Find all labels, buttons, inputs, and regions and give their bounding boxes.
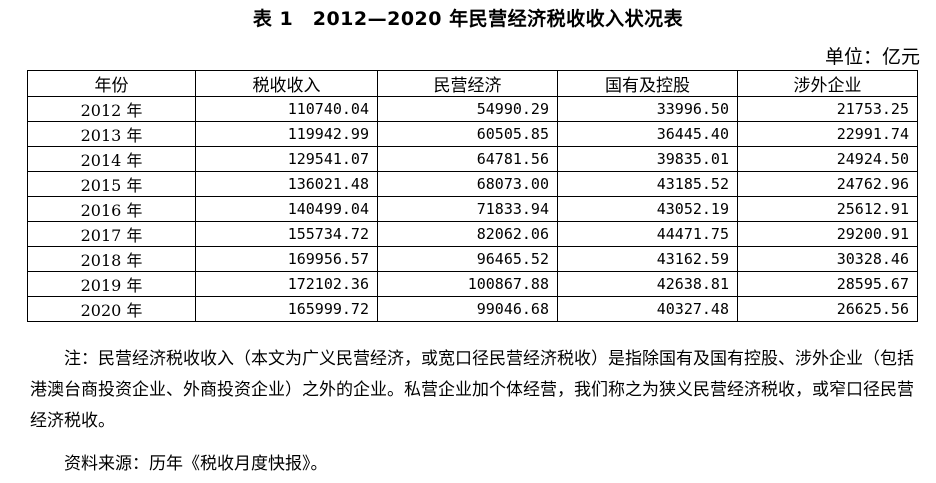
data-source: 资料来源：历年《税收月度快报》。 xyxy=(64,454,328,474)
table-note: 注：民营经济税收收入（本文为广义民营经济，或宽口径民营经济税收）是指除国有及国有… xyxy=(30,349,914,431)
header-total-tax: 税收收入 xyxy=(195,70,378,97)
table-row: 2013 年 119942.99 60505.85 36445.40 22991.74 xyxy=(27,121,918,147)
table-row: 2020 年 165999.72 99046.68 40327.48 26625.56 xyxy=(27,296,918,322)
state-owned-cell: 43162.59 xyxy=(557,246,738,272)
year-cell: 2016 年 xyxy=(27,196,196,222)
total-tax-cell: 169956.57 xyxy=(195,246,378,272)
foreign-enterprises-cell: 28595.67 xyxy=(737,271,918,297)
foreign-enterprises-cell: 30328.46 xyxy=(737,246,918,272)
private-economy-cell: 68073.00 xyxy=(377,171,558,197)
table-row: 2016 年 140499.04 71833.94 43052.19 25612.91 xyxy=(27,196,918,222)
foreign-enterprises-cell: 22991.74 xyxy=(737,121,918,147)
total-tax-cell: 136021.48 xyxy=(195,171,378,197)
year-cell: 2015 年 xyxy=(27,171,196,197)
state-owned-cell: 36445.40 xyxy=(557,121,738,147)
total-tax-cell: 155734.72 xyxy=(195,221,378,247)
table-title: 表 1 2012—2020 年民营经济税收收入状况表 xyxy=(252,8,684,30)
foreign-enterprises-cell: 24762.96 xyxy=(737,171,918,197)
year-cell: 2020 年 xyxy=(27,296,196,322)
table-row: 2014 年 129541.07 64781.56 39835.01 24924.50 xyxy=(27,146,918,172)
private-economy-cell: 100867.88 xyxy=(377,271,558,297)
tax-revenue-table: 年份 税收收入 民营经济 国有及控股 涉外企业 2012 年 110740.04 5… xyxy=(27,70,918,322)
total-tax-cell: 110740.04 xyxy=(195,96,378,122)
year-cell: 2018 年 xyxy=(27,246,196,272)
year-cell: 2019 年 xyxy=(27,271,196,297)
total-tax-cell: 140499.04 xyxy=(195,196,378,222)
state-owned-cell: 43185.52 xyxy=(557,171,738,197)
year-cell: 2013 年 xyxy=(27,121,196,147)
unit-label: 单位：亿元 xyxy=(824,46,920,68)
private-economy-cell: 99046.68 xyxy=(377,296,558,322)
foreign-enterprises-cell: 26625.56 xyxy=(737,296,918,322)
private-economy-cell: 96465.52 xyxy=(377,246,558,272)
private-economy-cell: 54990.29 xyxy=(377,96,558,122)
state-owned-cell: 42638.81 xyxy=(557,271,738,297)
total-tax-cell: 119942.99 xyxy=(195,121,378,147)
header-private-economy: 民营经济 xyxy=(377,70,558,97)
total-tax-cell: 129541.07 xyxy=(195,146,378,172)
table-row: 2017 年 155734.72 82062.06 44471.75 29200.91 xyxy=(27,221,918,247)
year-cell: 2012 年 xyxy=(27,96,196,122)
total-tax-cell: 165999.72 xyxy=(195,296,378,322)
state-owned-cell: 43052.19 xyxy=(557,196,738,222)
private-economy-cell: 82062.06 xyxy=(377,221,558,247)
year-cell: 2014 年 xyxy=(27,146,196,172)
private-economy-cell: 64781.56 xyxy=(377,146,558,172)
state-owned-cell: 33996.50 xyxy=(557,96,738,122)
header-state-owned: 国有及控股 xyxy=(557,70,738,97)
foreign-enterprises-cell: 25612.91 xyxy=(737,196,918,222)
table-row: 2015 年 136021.48 68073.00 43185.52 24762.96 xyxy=(27,171,918,197)
foreign-enterprises-cell: 24924.50 xyxy=(737,146,918,172)
table-row: 2012 年 110740.04 54990.29 33996.50 21753.25 xyxy=(27,96,918,122)
total-tax-cell: 172102.36 xyxy=(195,271,378,297)
table-header-row: 年份 税收收入 民营经济 国有及控股 涉外企业 xyxy=(27,70,918,97)
private-economy-cell: 71833.94 xyxy=(377,196,558,222)
header-year: 年份 xyxy=(27,70,196,97)
foreign-enterprises-cell: 21753.25 xyxy=(737,96,918,122)
foreign-enterprises-cell: 29200.91 xyxy=(737,221,918,247)
year-cell: 2017 年 xyxy=(27,221,196,247)
header-foreign-enterprises: 涉外企业 xyxy=(737,70,918,97)
state-owned-cell: 40327.48 xyxy=(557,296,738,322)
table-row: 2018 年 169956.57 96465.52 43162.59 30328.46 xyxy=(27,246,918,272)
table-row: 2019 年 172102.36 100867.88 42638.81 28595.67 xyxy=(27,271,918,297)
private-economy-cell: 60505.85 xyxy=(377,121,558,147)
state-owned-cell: 44471.75 xyxy=(557,221,738,247)
state-owned-cell: 39835.01 xyxy=(557,146,738,172)
